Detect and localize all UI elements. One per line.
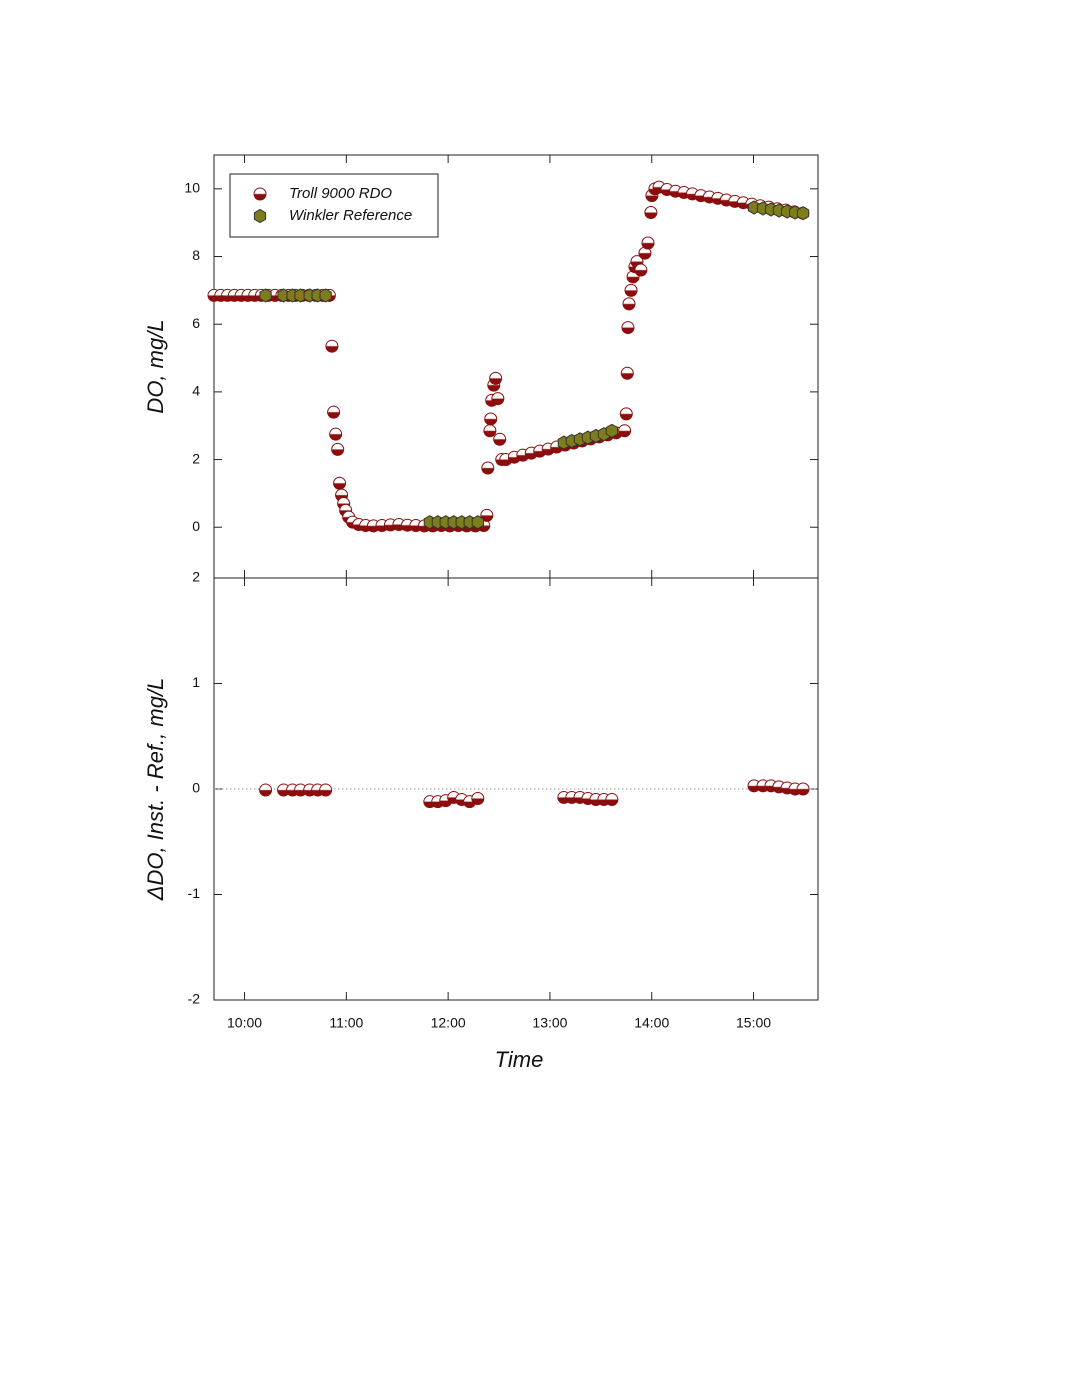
troll-marker	[253, 187, 267, 201]
troll-marker	[493, 432, 507, 446]
troll-marker	[634, 263, 648, 277]
troll-marker	[624, 283, 638, 297]
troll-marker	[259, 783, 273, 797]
x-tick-label: 15:00	[736, 1015, 771, 1031]
y-tick-label: 2	[192, 450, 200, 466]
x-tick-label: 12:00	[431, 1015, 466, 1031]
y-tick-label: 8	[192, 247, 200, 263]
x-tick-label: 14:00	[634, 1015, 669, 1031]
troll-marker	[484, 412, 498, 426]
y-axis-title: DO, mg/L	[143, 319, 168, 413]
y-tick-label: 1	[192, 674, 200, 690]
troll-marker	[641, 236, 655, 250]
winkler-marker	[253, 208, 267, 224]
y-tick-label: 0	[192, 518, 200, 534]
y-axis-title: ΔDO, Inst. - Ref., mg/L	[143, 678, 168, 902]
troll-marker	[329, 427, 343, 441]
y-tick-label: 10	[184, 180, 200, 196]
troll-marker	[471, 791, 485, 805]
troll-marker	[319, 783, 333, 797]
troll-marker	[618, 424, 632, 438]
legend-label: Troll 9000 RDO	[289, 185, 392, 202]
x-tick-label: 11:00	[329, 1015, 363, 1031]
x-axis-title: Time	[495, 1047, 544, 1072]
troll-marker	[619, 407, 633, 421]
troll-marker	[480, 508, 494, 522]
troll-marker	[644, 206, 658, 220]
troll-marker	[620, 366, 634, 380]
winkler-marker	[471, 515, 484, 530]
y-tick-label: 6	[192, 315, 200, 331]
legend-label: Winkler Reference	[289, 207, 412, 224]
troll-marker	[331, 442, 345, 456]
winkler-marker	[319, 288, 332, 303]
troll-marker	[605, 793, 619, 807]
troll-marker	[325, 339, 339, 353]
troll-marker	[333, 476, 347, 490]
troll-marker	[621, 321, 635, 335]
troll-marker	[491, 392, 505, 406]
troll-marker	[796, 782, 810, 796]
x-tick-label: 13:00	[532, 1015, 567, 1031]
y-tick-label: 4	[192, 383, 200, 399]
winkler-marker	[796, 206, 810, 221]
x-tick-label: 10:00	[227, 1015, 262, 1031]
y-tick-label: -2	[188, 991, 201, 1007]
troll-marker	[489, 371, 503, 385]
troll-marker	[622, 297, 636, 311]
troll-marker	[481, 461, 495, 475]
y-tick-label: 2	[192, 569, 200, 585]
winkler-marker	[605, 423, 618, 438]
legend-box	[229, 173, 439, 238]
troll-marker	[327, 405, 341, 419]
y-tick-label: -1	[188, 885, 201, 901]
winkler-marker	[259, 288, 272, 303]
troll-marker	[483, 424, 497, 438]
y-tick-label: 0	[192, 780, 200, 796]
